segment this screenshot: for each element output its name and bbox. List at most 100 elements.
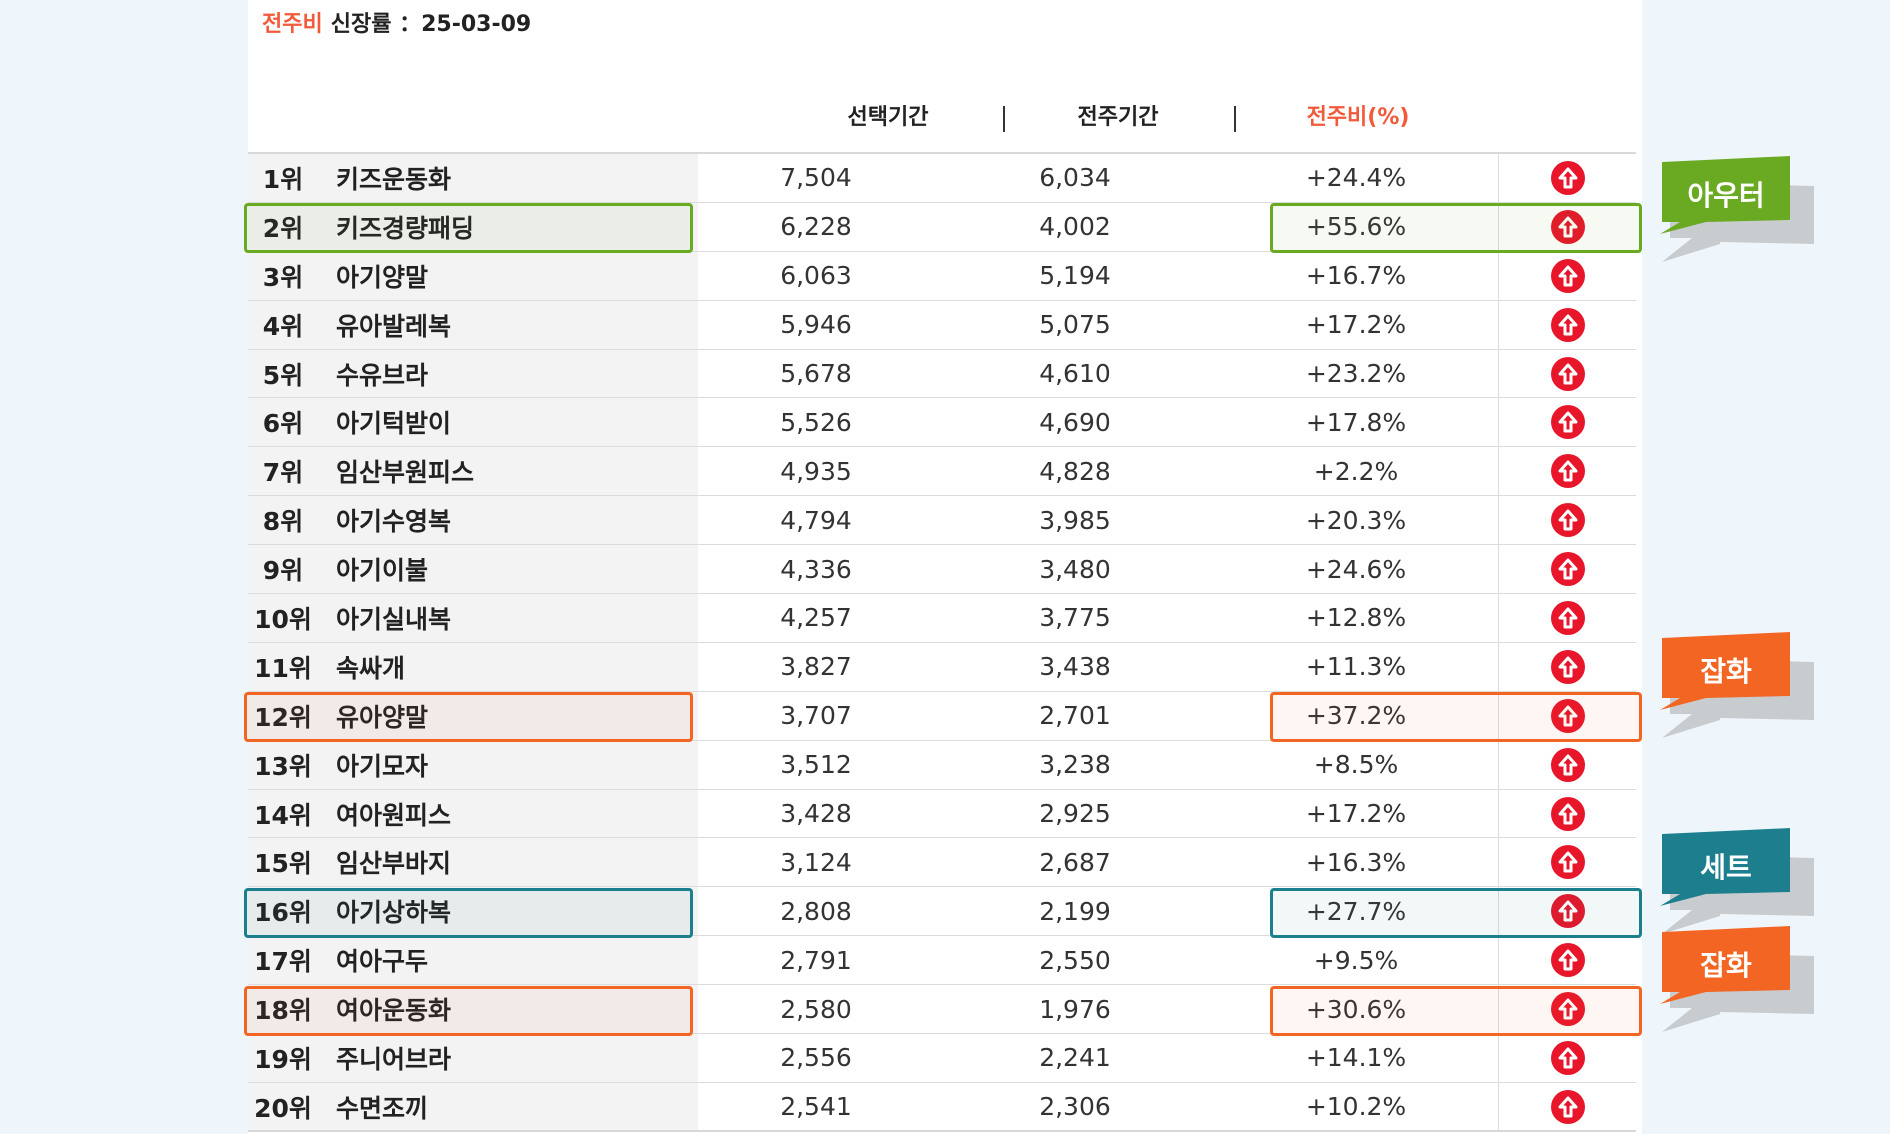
category-cell: 16위 아기상하복	[248, 887, 698, 936]
arrow-up-circle-icon	[1551, 160, 1585, 195]
previous-period-value: 2,550	[1039, 945, 1111, 975]
week-ratio-value: +10.2%	[1305, 1092, 1407, 1122]
arrow-up-circle-icon	[1551, 552, 1585, 587]
column-separator	[1003, 106, 1005, 132]
week-ratio-value: +14.1%	[1305, 1043, 1407, 1073]
trend-cell	[1498, 154, 1637, 202]
table-row: 19위 주니어브라 2,556 2,241 +14.1%	[248, 1034, 1636, 1083]
table-row: 5위 수유브라 5,678 4,610 +23.2%	[248, 349, 1636, 399]
arrow-up-circle-icon	[1551, 454, 1585, 489]
category-name[interactable]: 아기턱받이	[336, 409, 452, 439]
selected-period-value: 4,794	[780, 505, 852, 535]
category-name[interactable]: 아기이불	[336, 556, 429, 586]
callout-outer: 아우터	[1654, 148, 1814, 278]
trend-cell	[1498, 642, 1637, 691]
category-name[interactable]: 속싸개	[336, 653, 406, 683]
previous-period-value: 3,238	[1039, 750, 1111, 780]
previous-period-value: 1,976	[1039, 994, 1111, 1024]
category-name[interactable]: 수유브라	[336, 360, 429, 390]
table-row: 12위 유아양말 3,707 2,701 +37.2%	[248, 691, 1636, 741]
arrow-up-circle-icon	[1551, 894, 1585, 929]
table-row: 11위 속싸개 3,827 3,438 +11.3%	[248, 642, 1637, 692]
rank-label: 5위	[262, 360, 304, 390]
category-name[interactable]: 임산부바지	[336, 849, 452, 879]
selected-period-value: 3,827	[780, 652, 852, 682]
rank-label: 4위	[262, 311, 304, 341]
table-row: 6위 아기턱받이 5,526 4,690 +17.8%	[248, 398, 1637, 448]
callout-bubble-shape	[1660, 926, 1814, 1032]
category-cell: 11위 속싸개	[248, 642, 698, 691]
category-cell: 15위 임산부바지	[248, 838, 698, 887]
rank-label: 14위	[254, 800, 312, 830]
selected-period-value: 3,428	[780, 799, 852, 829]
rank-label: 18위	[254, 996, 312, 1026]
trend-cell	[1498, 887, 1637, 936]
selected-period-value: 7,504	[780, 163, 852, 193]
page-title: 전주비 신장률 ：25-03-09	[262, 8, 531, 42]
previous-period-value: 3,775	[1039, 603, 1111, 633]
rank-label: 16위	[254, 898, 312, 928]
trend-cell	[1498, 594, 1637, 642]
selected-period-value: 2,541	[780, 1092, 852, 1122]
previous-period-value: 4,002	[1039, 212, 1111, 242]
category-name[interactable]: 수면조끼	[336, 1093, 429, 1123]
category-cell: 13위 아기모자	[248, 740, 698, 789]
rank-label: 12위	[254, 702, 312, 732]
rank-label: 6위	[262, 409, 304, 439]
arrow-up-circle-icon	[1551, 356, 1585, 391]
table-row: 20위 수면조끼 2,541 2,306 +10.2%	[248, 1082, 1636, 1132]
category-name[interactable]: 아기수영복	[336, 507, 452, 537]
trend-cell	[1498, 936, 1637, 985]
table-row: 8위 아기수영복 4,794 3,985 +20.3%	[248, 496, 1636, 546]
category-name[interactable]: 키즈경량패딩	[336, 213, 475, 243]
category-name[interactable]: 유아발레복	[336, 311, 452, 341]
previous-period-value: 6,034	[1039, 163, 1111, 193]
selected-period-value: 5,526	[780, 407, 852, 437]
trend-cell	[1498, 838, 1637, 887]
category-cell: 3위 아기양말	[248, 251, 698, 300]
category-name[interactable]: 아기실내복	[336, 604, 452, 634]
title-accent: 전주비	[262, 12, 323, 37]
category-name[interactable]: 유아양말	[336, 702, 429, 732]
table-row: 4위 유아발레복 5,946 5,075 +17.2%	[248, 300, 1636, 350]
rank-label: 8위	[262, 507, 304, 537]
selected-period-value: 5,946	[780, 310, 852, 340]
category-name[interactable]: 아기모자	[336, 751, 429, 781]
selected-period-value: 6,228	[780, 212, 852, 242]
arrow-up-circle-icon	[1551, 405, 1585, 440]
category-name[interactable]: 임산부원피스	[336, 458, 475, 488]
column-header-previous: 전주기간	[1077, 105, 1159, 130]
selected-period-value: 4,336	[780, 554, 852, 584]
category-name[interactable]: 아기양말	[336, 262, 429, 292]
previous-period-value: 5,075	[1039, 310, 1111, 340]
highlight-ratio-row-2	[1270, 203, 1642, 253]
week-ratio-value: +9.5%	[1313, 945, 1399, 975]
arrow-up-circle-icon	[1551, 258, 1585, 293]
category-name[interactable]: 주니어브라	[336, 1044, 452, 1074]
arrow-up-circle-icon	[1551, 600, 1585, 635]
table-row: 3위 아기양말 6,063 5,194 +16.7%	[248, 251, 1636, 301]
table-row: 9위 아기이불 4,336 3,480 +24.6%	[248, 545, 1636, 595]
arrow-up-circle-icon	[1551, 796, 1585, 831]
selected-period-value: 4,935	[780, 456, 852, 486]
category-name[interactable]: 여아원피스	[336, 800, 452, 830]
arrow-up-circle-icon	[1551, 209, 1585, 244]
week-ratio-value: +17.2%	[1305, 310, 1407, 340]
previous-period-value: 2,687	[1039, 847, 1111, 877]
callout-set: 세트	[1654, 820, 1814, 950]
selected-period-value: 2,556	[780, 1043, 852, 1073]
highlight-ratio-row-18	[1270, 986, 1642, 1036]
selected-period-value: 2,580	[780, 994, 852, 1024]
category-name[interactable]: 여아운동화	[336, 996, 452, 1026]
category-cell: 4위 유아발레복	[248, 300, 698, 349]
selected-period-value: 3,707	[780, 701, 852, 731]
category-name[interactable]: 여아구두	[336, 947, 429, 977]
category-cell: 10위 아기실내복	[248, 594, 698, 642]
rank-label: 10위	[254, 604, 312, 634]
trend-cell	[1498, 398, 1637, 447]
previous-period-value: 4,690	[1039, 407, 1111, 437]
week-ratio-value: +24.6%	[1305, 554, 1407, 584]
category-cell: 2위 키즈경량패딩	[248, 202, 698, 251]
category-name[interactable]: 키즈운동화	[336, 164, 452, 194]
category-name[interactable]: 아기상하복	[336, 898, 452, 928]
